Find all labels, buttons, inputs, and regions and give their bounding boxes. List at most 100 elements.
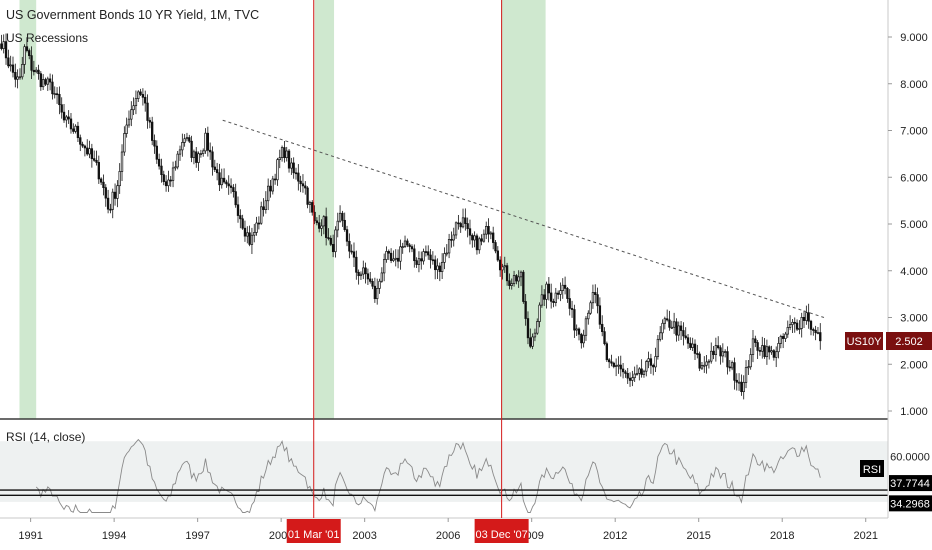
candle bbox=[582, 329, 585, 348]
y-tick-label: 8.000 bbox=[900, 79, 928, 91]
candle bbox=[58, 86, 61, 115]
candle bbox=[480, 234, 483, 246]
candle bbox=[489, 231, 493, 240]
candle bbox=[338, 205, 342, 223]
candle bbox=[816, 327, 820, 335]
candle bbox=[475, 233, 479, 255]
candle bbox=[21, 56, 24, 80]
candle bbox=[626, 368, 629, 384]
candle bbox=[786, 320, 789, 338]
candle bbox=[434, 255, 437, 280]
candle bbox=[109, 203, 112, 214]
candle bbox=[408, 243, 411, 253]
x-tick-label: 1991 bbox=[18, 530, 42, 542]
candle bbox=[543, 289, 546, 307]
candle bbox=[744, 360, 748, 389]
candle bbox=[246, 226, 249, 244]
candle bbox=[751, 330, 755, 363]
candle bbox=[99, 177, 103, 186]
candle bbox=[594, 284, 597, 304]
candle bbox=[561, 278, 564, 299]
candle bbox=[127, 110, 131, 128]
candle bbox=[376, 278, 379, 305]
candle bbox=[202, 148, 205, 157]
candle bbox=[540, 285, 544, 308]
candle bbox=[253, 223, 256, 243]
candle bbox=[645, 359, 648, 377]
candle bbox=[350, 244, 353, 255]
candle bbox=[148, 117, 152, 129]
candle bbox=[308, 200, 312, 213]
candle bbox=[809, 319, 813, 336]
candle bbox=[32, 60, 36, 76]
candle bbox=[406, 238, 409, 248]
candle bbox=[355, 250, 358, 280]
rsi-series bbox=[0, 438, 888, 514]
candle bbox=[35, 67, 38, 74]
candle bbox=[584, 316, 588, 341]
candle bbox=[14, 63, 17, 88]
candle bbox=[7, 49, 10, 69]
candle bbox=[700, 361, 704, 371]
candle bbox=[399, 239, 402, 270]
y-tick-label: 6.000 bbox=[900, 172, 928, 184]
event-marker-tag-bg-1 bbox=[286, 519, 341, 543]
candle bbox=[48, 73, 52, 91]
candle bbox=[429, 248, 432, 269]
candle bbox=[417, 251, 421, 273]
candle bbox=[162, 170, 165, 186]
candle bbox=[362, 260, 365, 280]
candle bbox=[174, 160, 177, 171]
rsi-level-tag-bg-1 bbox=[889, 475, 932, 492]
candle bbox=[445, 244, 448, 257]
candle bbox=[443, 247, 446, 270]
candle bbox=[682, 322, 685, 346]
candle bbox=[552, 298, 555, 308]
candle bbox=[28, 48, 31, 60]
candle bbox=[668, 310, 671, 331]
candle bbox=[547, 277, 551, 301]
candle bbox=[566, 286, 569, 303]
candle bbox=[459, 221, 462, 233]
recession-band-1 bbox=[19, 0, 37, 419]
candle bbox=[570, 300, 574, 318]
candle bbox=[371, 278, 374, 290]
candle bbox=[65, 114, 68, 128]
candle bbox=[157, 153, 161, 170]
candle bbox=[464, 208, 467, 231]
candle bbox=[294, 167, 298, 180]
candle bbox=[656, 335, 660, 360]
candle bbox=[225, 179, 228, 188]
candle bbox=[754, 335, 757, 348]
candle bbox=[220, 168, 223, 189]
rsi-line bbox=[35, 438, 821, 514]
candle bbox=[665, 309, 669, 322]
candle bbox=[814, 325, 817, 341]
rsi-badge: RSI bbox=[863, 464, 881, 476]
candle bbox=[396, 249, 400, 269]
candle bbox=[812, 327, 815, 336]
candle bbox=[647, 351, 650, 369]
candle bbox=[153, 134, 156, 154]
rsi-badge-bg bbox=[860, 460, 884, 477]
candle bbox=[478, 236, 481, 254]
x-tick-label: 2018 bbox=[770, 530, 794, 542]
candle bbox=[178, 145, 182, 161]
candle bbox=[784, 331, 787, 342]
candle bbox=[222, 168, 226, 184]
candle bbox=[0, 34, 3, 51]
candle bbox=[197, 151, 200, 172]
candle bbox=[698, 351, 701, 372]
candle bbox=[672, 312, 676, 334]
candle bbox=[587, 310, 590, 325]
x-tick-label: 2012 bbox=[603, 530, 627, 542]
candle bbox=[104, 184, 107, 207]
candle bbox=[721, 343, 724, 363]
candle bbox=[573, 304, 576, 338]
price-axis: 1.000 2.000 3.000 4.000 5.000 6.000 7.000 8.000… bbox=[888, 32, 928, 418]
candle bbox=[768, 345, 771, 360]
candle bbox=[638, 367, 641, 381]
candle bbox=[171, 161, 175, 188]
candle bbox=[538, 302, 541, 328]
